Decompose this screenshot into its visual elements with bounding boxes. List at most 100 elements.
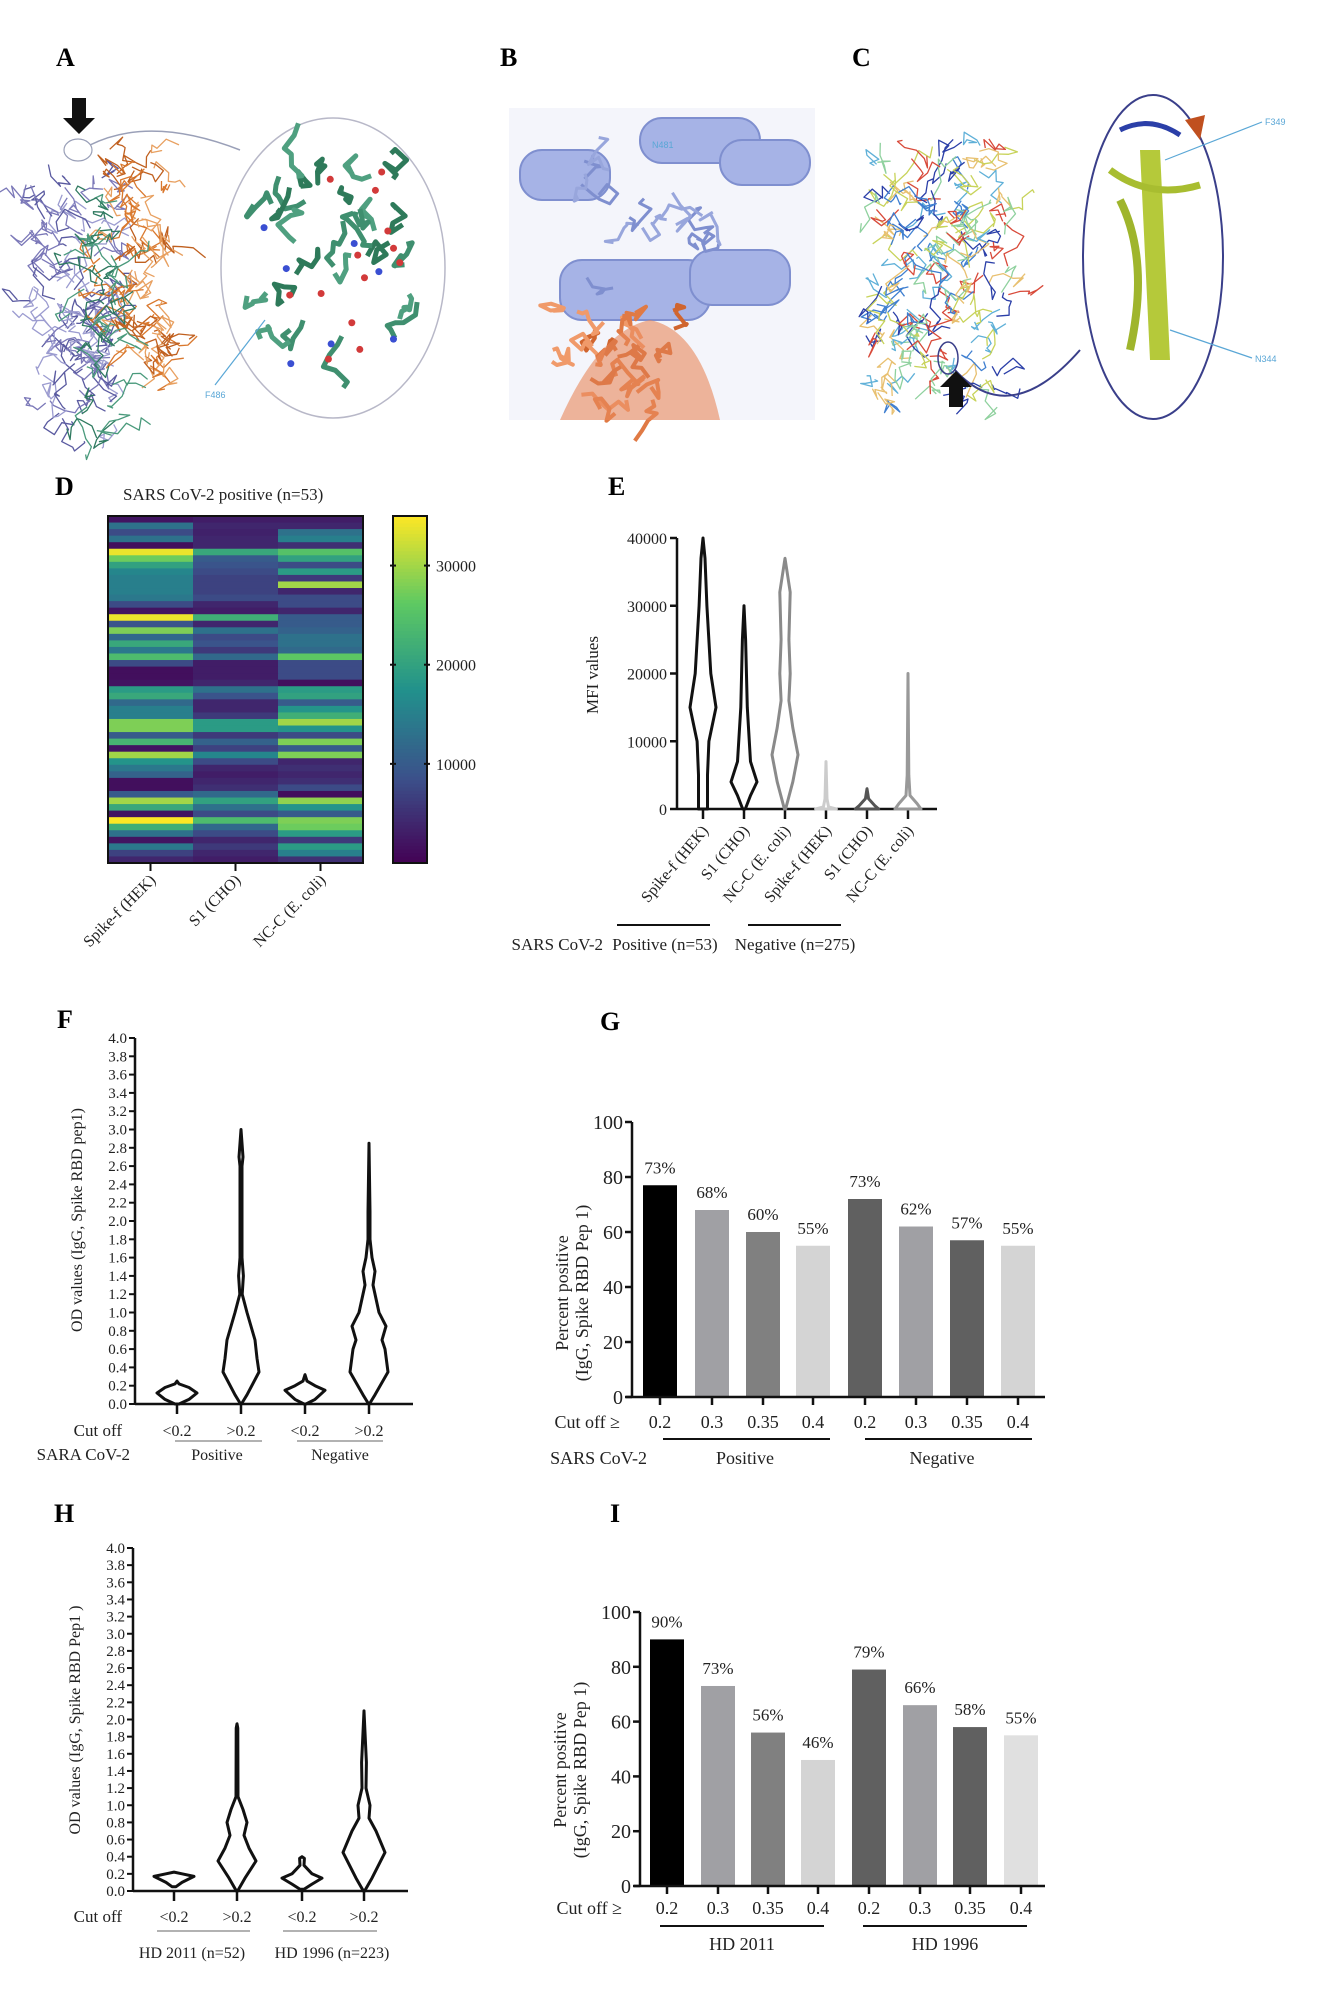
atom — [327, 340, 335, 348]
backbone-trace — [78, 226, 114, 268]
backbone-trace — [870, 208, 900, 227]
atom — [384, 227, 392, 235]
heatmap-cell — [193, 581, 279, 589]
backbone-trace — [103, 186, 121, 217]
backbone-trace — [107, 327, 149, 347]
backbone-trace — [135, 339, 151, 365]
heatmap-cell — [108, 849, 194, 857]
backbone-trace — [164, 241, 207, 259]
colorbar-segment — [393, 790, 427, 795]
heatmap-cell — [108, 856, 194, 864]
backbone-trace — [86, 371, 110, 394]
panel-label-e: E — [608, 472, 625, 501]
backbone-trace — [913, 263, 933, 295]
zoom-connector — [89, 130, 241, 151]
heatmap-cell — [193, 725, 279, 733]
backbone-trace — [988, 272, 1026, 288]
backbone-trace — [628, 197, 653, 232]
colorbar-segment — [393, 838, 427, 843]
backbone-trace — [160, 180, 171, 194]
backbone-trace — [961, 350, 987, 372]
backbone-trace — [89, 268, 105, 295]
alpha-helix — [719, 139, 811, 186]
heatmap-cell — [278, 823, 364, 831]
column-label: Spike-f (HEK) — [80, 872, 159, 951]
colorbar-segment — [393, 713, 427, 718]
y-tick-label: 20 — [603, 1332, 623, 1354]
backbone-trace — [1002, 196, 1017, 235]
y-tick-label: 1.4 — [108, 1269, 127, 1285]
heatmap-cell — [108, 516, 194, 524]
zoom-ellipse — [1082, 94, 1224, 420]
backbone-trace — [891, 323, 913, 337]
bar-value-label: 56% — [752, 1706, 783, 1725]
heatmap-cell — [278, 653, 364, 661]
y-tick-label: 3.2 — [108, 1104, 127, 1120]
backbone-trace — [931, 138, 954, 185]
y-tick-label: 3.8 — [108, 1049, 127, 1065]
colorbar-segment — [393, 519, 427, 524]
colorbar-frame — [392, 515, 428, 864]
group-label: Positive — [191, 1447, 243, 1464]
category-label: >0.2 — [354, 1423, 383, 1440]
heatmap-cell — [193, 830, 279, 838]
colorbar-segment — [393, 561, 427, 566]
heatmap-cell — [278, 614, 364, 622]
backbone-trace — [1, 288, 31, 304]
heatmap-cell — [278, 699, 364, 707]
backbone-trace — [960, 246, 979, 269]
violin-2 — [280, 1855, 324, 1891]
heatmap-cell — [278, 751, 364, 759]
backbone-trace — [946, 231, 970, 246]
heatmap-cell — [108, 522, 194, 530]
heatmap-cell — [278, 568, 364, 576]
heatmap-cell — [108, 823, 194, 831]
group-label: HD 2011 — [709, 1934, 775, 1954]
y-tick-label: 1.2 — [106, 1781, 125, 1797]
y-tick-label: 0.2 — [108, 1379, 127, 1395]
backbone-trace — [43, 412, 75, 436]
backbone-trace — [900, 251, 916, 276]
colorbar-segment — [393, 824, 427, 829]
heatmap-cell — [193, 594, 279, 602]
zoom-circle — [220, 117, 446, 419]
heatmap-cell — [108, 542, 194, 550]
heatmap-cell — [278, 607, 364, 615]
heatmap-cell — [278, 535, 364, 543]
y-tick-label: 0.8 — [106, 1815, 125, 1831]
heatmap-cell — [108, 705, 194, 713]
backbone-trace — [30, 244, 63, 266]
heatmap-cell — [193, 758, 279, 766]
heatmap-cell — [108, 764, 194, 772]
backbone-trace — [337, 185, 354, 206]
backbone-trace — [910, 158, 941, 183]
category-label: 0.3 — [707, 1898, 730, 1918]
colorbar-segment — [393, 696, 427, 701]
backbone-trace — [351, 208, 371, 231]
heatmap-cell — [193, 522, 279, 530]
category-label: 0.3 — [909, 1898, 932, 1918]
colorbar-segment — [393, 647, 427, 652]
column-label: NC-C (E. coli) — [250, 872, 329, 951]
group-label: Negative — [910, 1448, 975, 1468]
backbone-trace — [865, 149, 880, 167]
colorbar-segment — [393, 762, 427, 767]
backbone-trace — [109, 297, 138, 320]
colorbar-segment — [393, 536, 427, 541]
colorbar-segment — [393, 550, 427, 555]
heatmap-cell — [193, 529, 279, 537]
colorbar-tick-label: 10000 — [436, 757, 476, 774]
colorbar-segment — [393, 658, 427, 663]
heatmap-cell — [193, 555, 279, 563]
backbone-trace — [34, 219, 48, 245]
atom — [348, 319, 356, 327]
backbone-trace — [112, 372, 148, 386]
colorbar-segment — [393, 720, 427, 725]
heatmap-cell — [193, 732, 279, 740]
group-prefix-label: SARS CoV-2 — [512, 935, 604, 954]
backbone-trace — [978, 169, 1004, 204]
y-tick-label: 2.2 — [106, 1695, 125, 1711]
atom — [378, 168, 386, 176]
colorbar-segment — [393, 699, 427, 704]
backbone-trace — [93, 334, 110, 379]
